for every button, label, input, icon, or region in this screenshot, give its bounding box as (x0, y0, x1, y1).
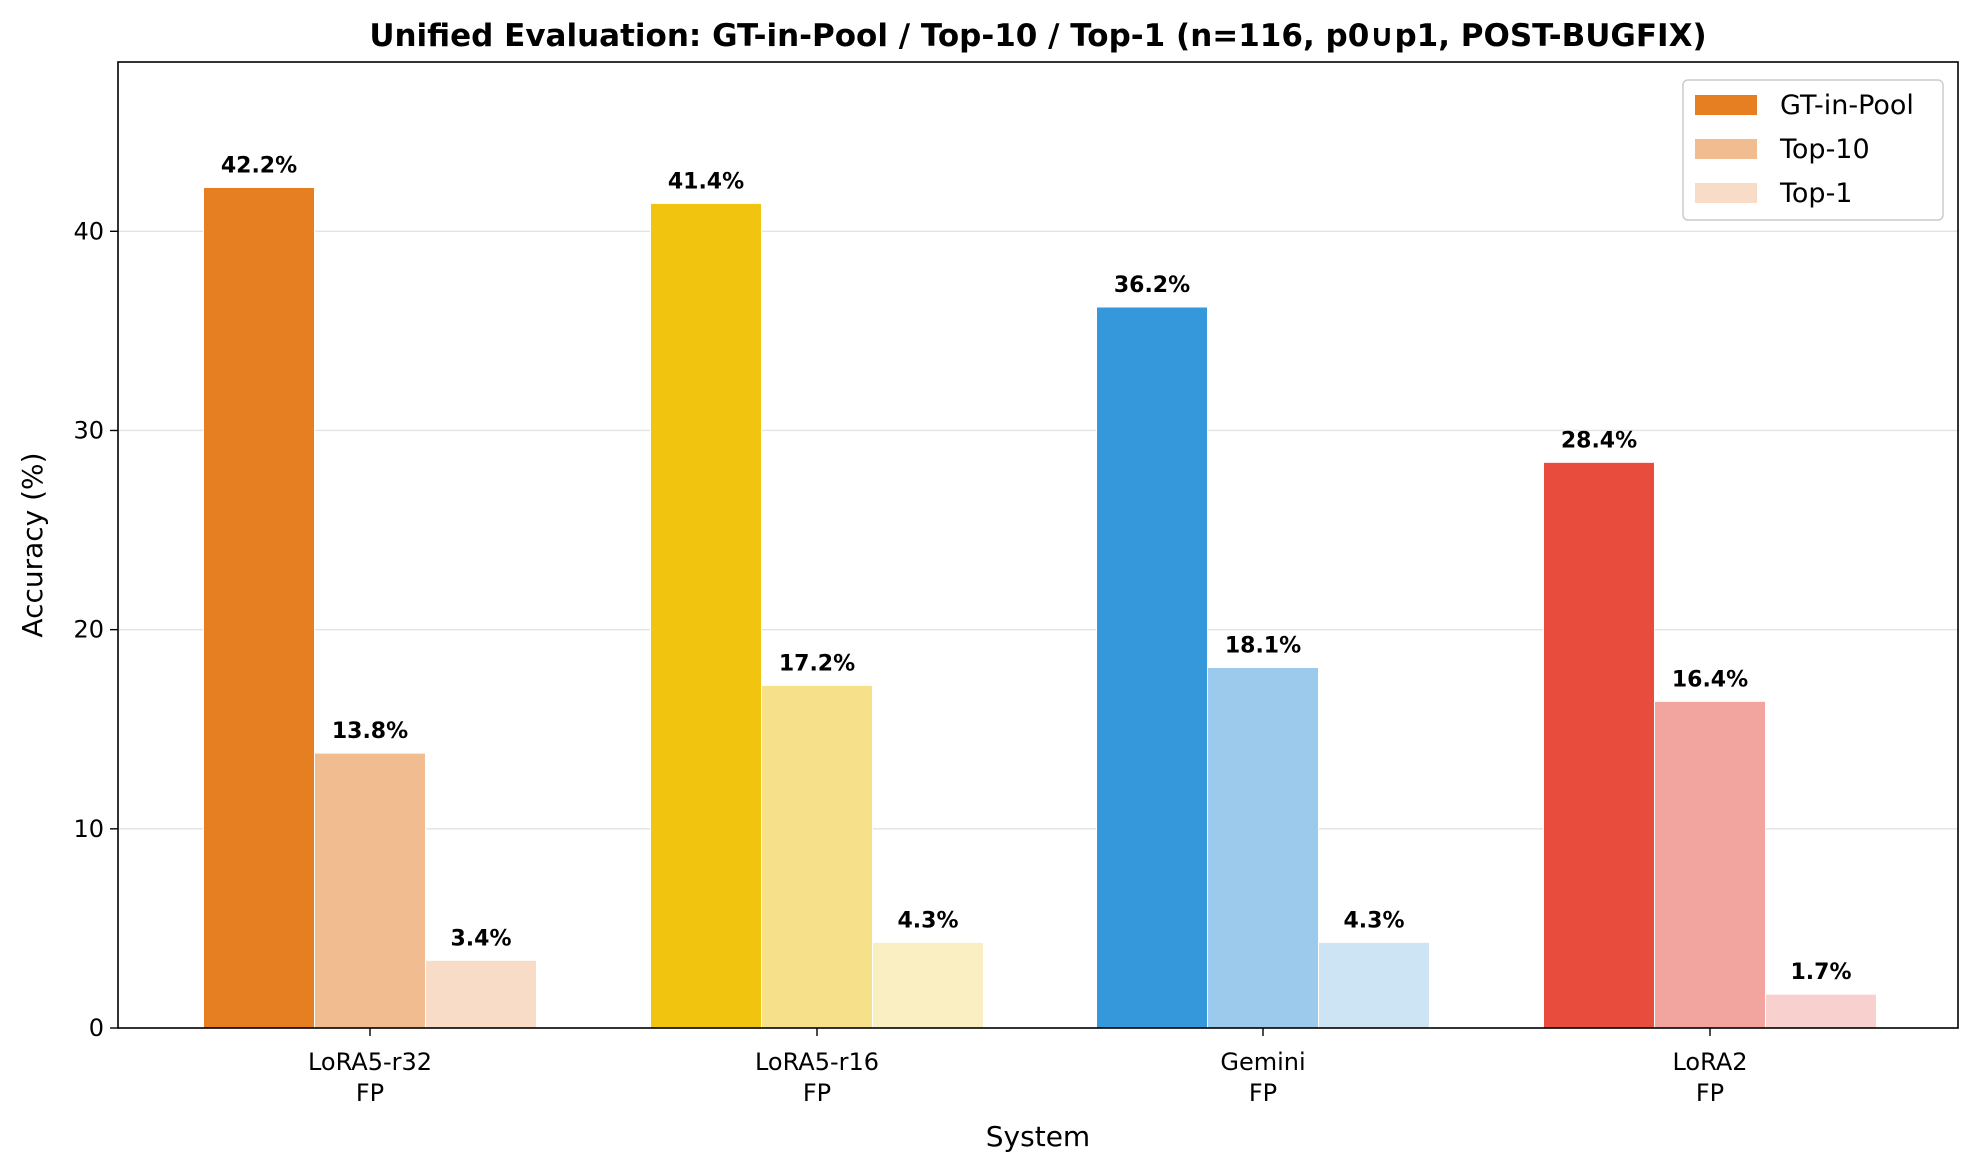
y-axis-ticks: 0 10 20 30 40 (73, 217, 118, 1042)
bar (1765, 993, 1877, 1029)
x-axis-label: System (986, 1120, 1090, 1153)
legend-swatch (1695, 183, 1757, 203)
data-label: 17.2% (779, 651, 855, 676)
data-label: 13.8% (332, 719, 408, 744)
bar (314, 752, 426, 1029)
legend-entry: GT-in-Pool (1780, 90, 1914, 121)
bar (1318, 941, 1430, 1029)
bar (1096, 306, 1208, 1029)
chart-title: Unified Evaluation: GT-in-Pool / Top-10 … (369, 18, 1706, 54)
data-label: 1.7% (1790, 960, 1851, 985)
data-label: 42.2% (221, 153, 297, 178)
legend-entry: Top-1 (1779, 178, 1852, 209)
y-tick-label: 40 (73, 217, 104, 245)
bar (1654, 700, 1766, 1029)
bar (203, 186, 315, 1029)
legend-swatch (1695, 95, 1757, 115)
data-label: 28.4% (1561, 428, 1637, 453)
bar (872, 941, 984, 1029)
bar (1207, 666, 1319, 1029)
bar (650, 202, 762, 1029)
bar (1543, 461, 1655, 1029)
data-label: 16.4% (1672, 667, 1748, 692)
y-tick-label: 0 (89, 1014, 104, 1042)
data-label: 4.3% (897, 908, 958, 933)
bars: 42.2% 13.8% 3.4% 41.4% 17.2% 4.3% 36.2% 18.1% 4.… (203, 153, 1877, 1029)
bar (761, 684, 873, 1029)
legend: GT-in-Pool Top-10 Top-1 (1682, 79, 1944, 221)
y-tick-label: 30 (73, 416, 104, 444)
x-tick-label: LoRA5-r32 (308, 1048, 432, 1076)
y-tick-label: 20 (73, 616, 104, 644)
y-axis-label: Accuracy (%) (16, 452, 49, 637)
data-label: 4.3% (1343, 908, 1404, 933)
x-axis-ticks: LoRA5-r32 FP LoRA5-r16 FP Gemini FP LoRA2 FP (308, 1028, 1748, 1107)
data-label: 41.4% (668, 169, 744, 194)
data-label: 36.2% (1114, 273, 1190, 298)
legend-swatch (1695, 139, 1757, 159)
data-label: 18.1% (1225, 633, 1301, 658)
bar (425, 959, 537, 1029)
x-tick-label: LoRA2 (1672, 1048, 1747, 1076)
y-tick-label: 10 (73, 815, 104, 843)
x-tick-label-sub: FP (1249, 1079, 1277, 1107)
legend-entry: Top-10 (1779, 134, 1870, 165)
data-label: 3.4% (450, 926, 511, 951)
x-tick-label: Gemini (1220, 1048, 1305, 1076)
x-tick-label-sub: FP (1696, 1079, 1724, 1107)
x-tick-label-sub: FP (356, 1079, 384, 1107)
x-tick-label: LoRA5-r16 (755, 1048, 879, 1076)
x-tick-label-sub: FP (803, 1079, 831, 1107)
plot-frame (117, 61, 1959, 1029)
